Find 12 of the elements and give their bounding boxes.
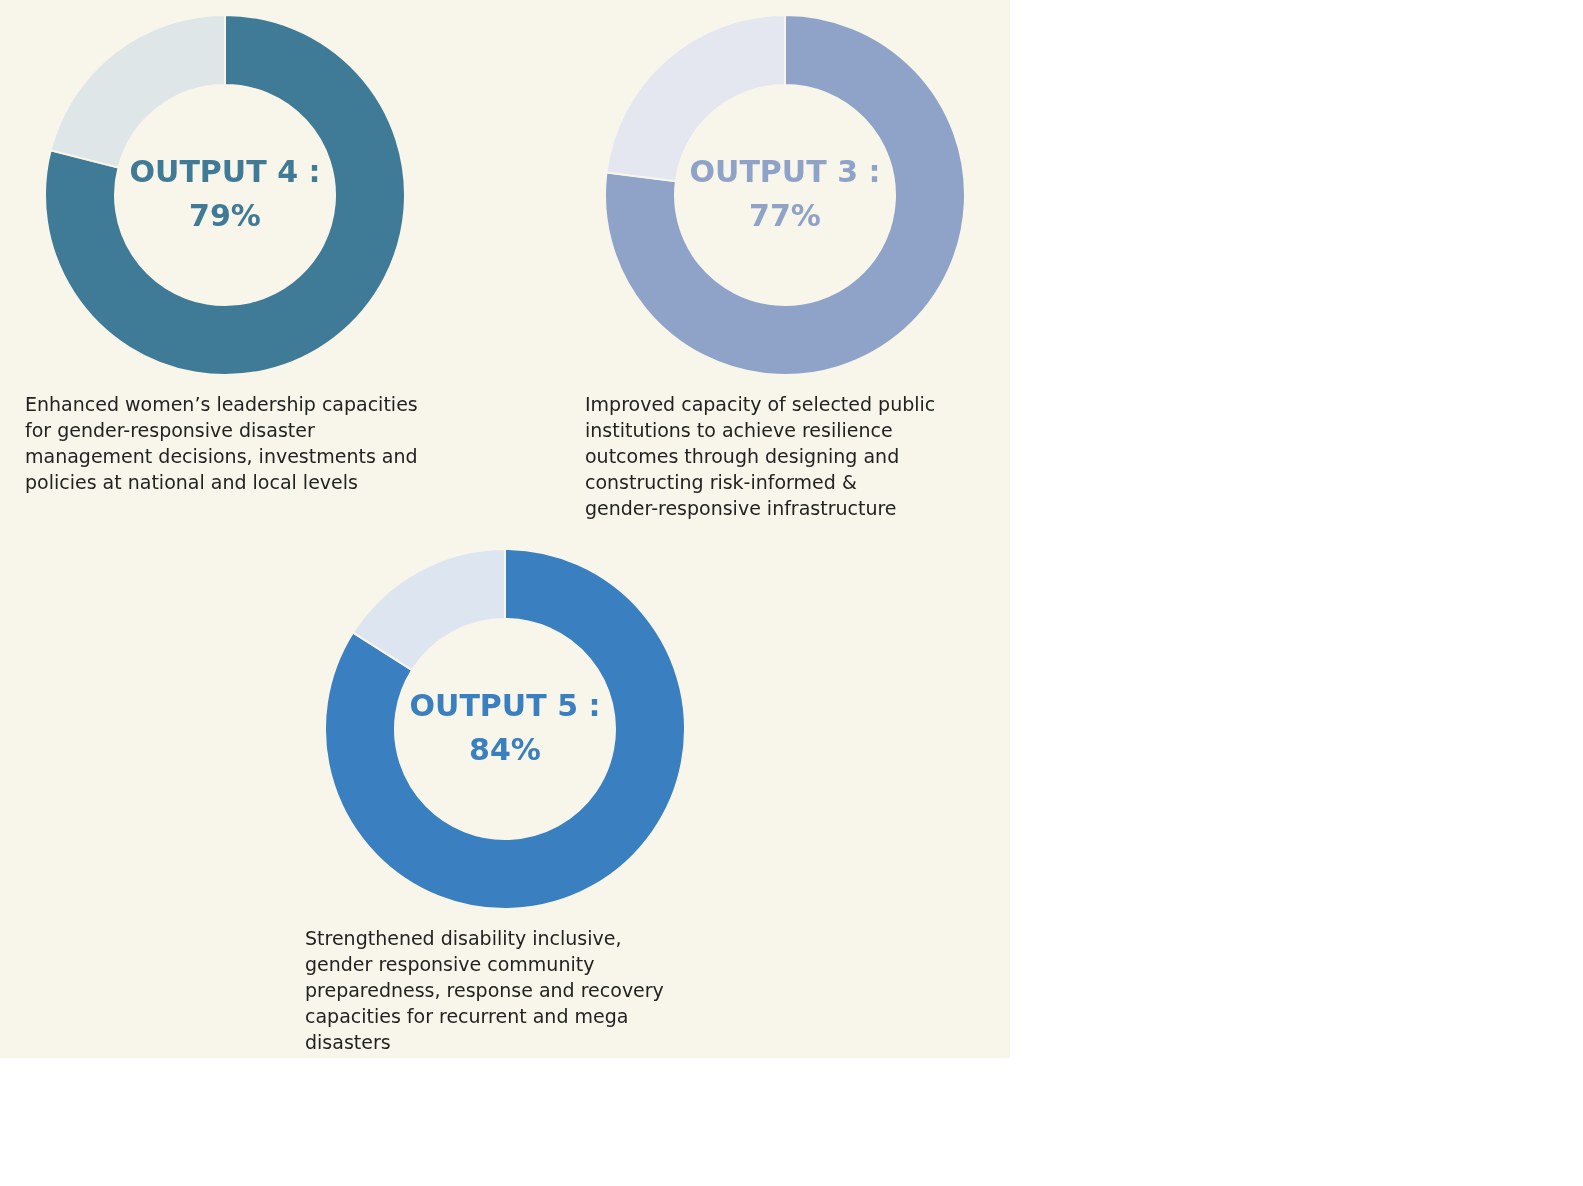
text: Strengthened disability inclusive, gender responsive community preparedness, response and recovery capacities for recurrent and mega disasters: [305, 927, 664, 1053]
text: OUTPUT 4 :: [129, 154, 321, 189]
donut-slice: [44, 14, 406, 376]
data-label: 79%: [189, 198, 261, 233]
text: OUTPUT 5 :: [409, 688, 601, 723]
donut-slice: [324, 548, 686, 910]
text: OUTPUT 3 :: [689, 154, 881, 189]
text: Enhanced women’s leadership capacities for gender-responsive disaster management decisions, investments and policies at national and local levels: [25, 393, 418, 493]
data-label: 77%: [749, 198, 821, 233]
data-label: 84%: [469, 732, 541, 767]
text: Improved capacity of selected public institutions to achieve resilience outcomes through designing and constructing risk-informed & gender-responsive infrastructure: [585, 393, 936, 519]
donut-slice: [604, 14, 966, 376]
